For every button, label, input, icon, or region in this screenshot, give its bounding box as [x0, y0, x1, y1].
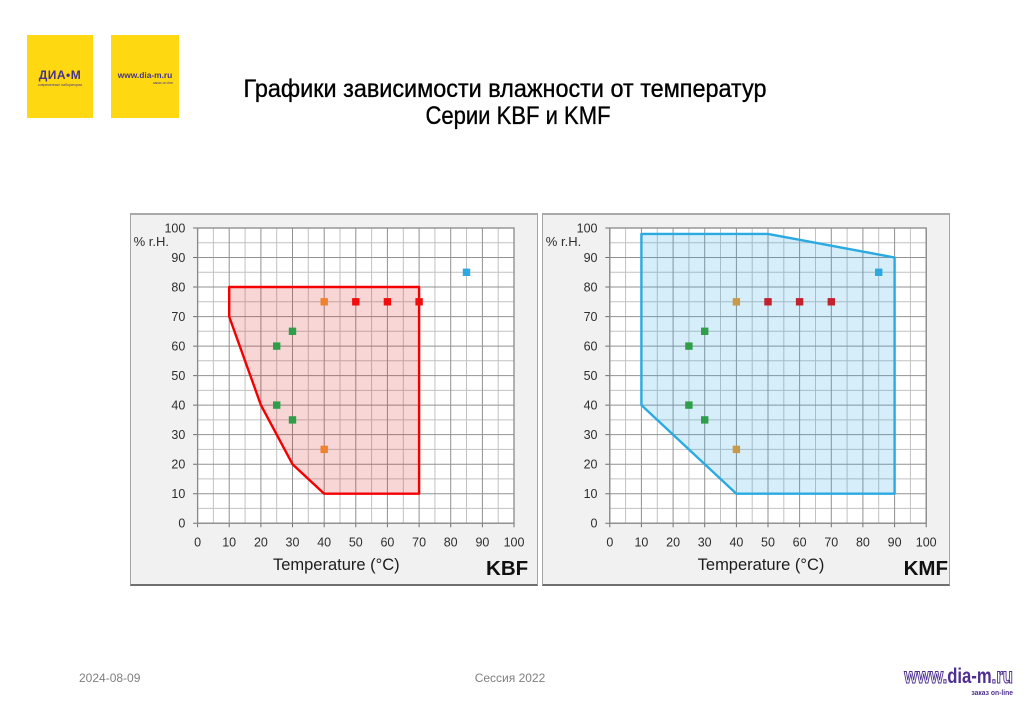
svg-text:50: 50 [349, 536, 363, 550]
svg-text:20: 20 [584, 458, 598, 472]
svg-text:100: 100 [504, 536, 525, 550]
svg-text:30: 30 [584, 428, 598, 442]
svg-text:0: 0 [178, 517, 185, 531]
svg-text:100: 100 [164, 221, 185, 235]
svg-text:30: 30 [698, 536, 712, 550]
svg-text:70: 70 [412, 536, 426, 550]
svg-text:80: 80 [171, 280, 185, 294]
svg-text:20: 20 [254, 536, 268, 550]
svg-text:80: 80 [444, 536, 458, 550]
svg-text:60: 60 [171, 339, 185, 353]
svg-text:70: 70 [171, 310, 185, 324]
svg-text:60: 60 [380, 536, 394, 550]
svg-text:100: 100 [577, 221, 598, 235]
svg-text:40: 40 [171, 398, 185, 412]
svg-text:90: 90 [584, 251, 598, 265]
svg-text:80: 80 [856, 536, 870, 550]
svg-text:% r.H.: % r.H. [134, 234, 169, 249]
svg-text:40: 40 [317, 536, 331, 550]
svg-text:40: 40 [584, 398, 598, 412]
svg-text:90: 90 [888, 536, 902, 550]
svg-text:80: 80 [584, 280, 598, 294]
svg-text:50: 50 [584, 369, 598, 383]
svg-text:20: 20 [171, 458, 185, 472]
svg-text:Temperature (°C): Temperature (°C) [273, 556, 400, 574]
svg-text:KBF: KBF [486, 557, 528, 580]
svg-text:0: 0 [194, 536, 201, 550]
svg-text:70: 70 [824, 536, 838, 550]
svg-text:60: 60 [584, 339, 598, 353]
svg-text:60: 60 [793, 536, 807, 550]
svg-text:50: 50 [761, 536, 775, 550]
svg-text:% r.H.: % r.H. [546, 234, 581, 249]
svg-text:10: 10 [171, 487, 185, 501]
svg-text:30: 30 [171, 428, 185, 442]
svg-text:70: 70 [584, 310, 598, 324]
svg-text:90: 90 [475, 536, 489, 550]
svg-text:20: 20 [666, 536, 680, 550]
svg-text:90: 90 [171, 251, 185, 265]
svg-text:KMF: KMF [904, 557, 948, 580]
svg-text:0: 0 [606, 536, 613, 550]
svg-text:10: 10 [584, 487, 598, 501]
svg-text:100: 100 [916, 536, 937, 550]
svg-text:40: 40 [729, 536, 743, 550]
svg-text:10: 10 [222, 536, 236, 550]
svg-text:0: 0 [591, 517, 598, 531]
svg-text:10: 10 [634, 536, 648, 550]
svg-text:30: 30 [286, 536, 300, 550]
svg-text:Temperature (°C): Temperature (°C) [698, 556, 825, 574]
svg-text:50: 50 [171, 369, 185, 383]
